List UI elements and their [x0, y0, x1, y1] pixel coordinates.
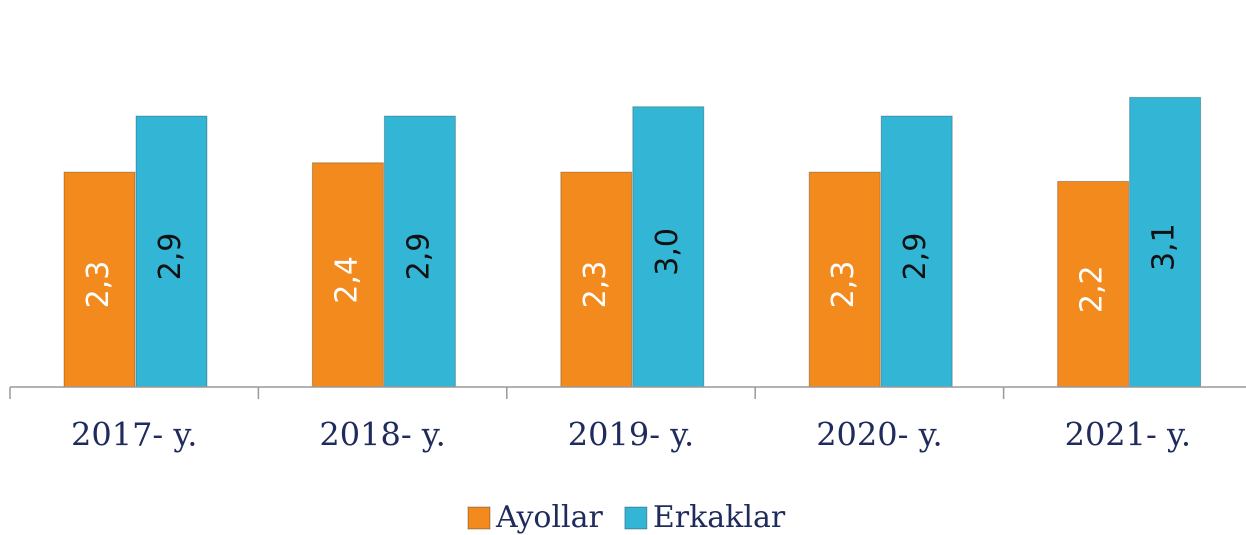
bar — [383, 115, 456, 388]
value-label: 2,3 — [578, 261, 613, 309]
value-label: 2,9 — [898, 233, 933, 281]
bar — [560, 171, 633, 388]
legend-swatch — [467, 506, 491, 530]
value-label: 2,9 — [401, 233, 436, 281]
legend-swatch — [624, 506, 648, 530]
bar — [135, 115, 208, 388]
bar — [1057, 180, 1130, 388]
legend-label: Erkaklar — [653, 500, 786, 535]
x-tick-label: 2020- y. — [816, 416, 942, 454]
bar — [808, 171, 881, 388]
legend: Ayollar Erkaklar — [467, 500, 786, 535]
value-label: 2,2 — [1075, 265, 1110, 313]
value-label: 3,1 — [1147, 223, 1182, 271]
bar — [880, 115, 953, 388]
bar — [632, 106, 705, 388]
bar — [1129, 96, 1202, 388]
value-label: 2,3 — [81, 261, 116, 309]
value-label: 2,9 — [153, 233, 188, 281]
x-tick-label: 2021- y. — [1065, 416, 1191, 454]
bar — [63, 171, 136, 388]
value-label: 2,3 — [826, 261, 861, 309]
x-tick-label: 2017- y. — [71, 416, 197, 454]
x-tick-label: 2018- y. — [319, 416, 445, 454]
value-label: 3,0 — [650, 228, 685, 276]
x-tick-label: 2019- y. — [568, 416, 694, 454]
legend-label: Ayollar — [495, 500, 604, 535]
value-label: 2,4 — [329, 256, 364, 304]
